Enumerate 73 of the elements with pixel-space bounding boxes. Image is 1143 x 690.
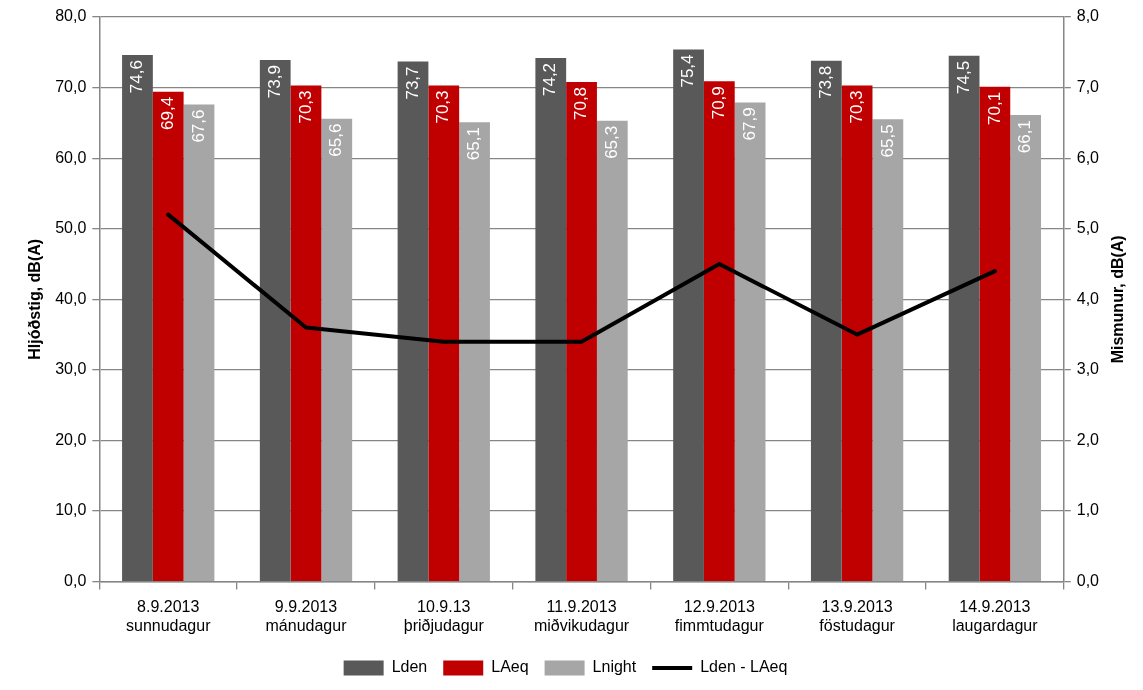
- y2-tick-label: 2,0: [1076, 430, 1100, 448]
- legend-label: Lden - LAeq: [700, 658, 788, 676]
- y-tick-label: 80,0: [55, 7, 87, 25]
- data-label: 67,9: [739, 107, 759, 141]
- y-tick-label: 20,0: [55, 430, 87, 448]
- x-tick-label: 10.9.13 þriðjudagur: [403, 597, 485, 634]
- bar: [397, 61, 429, 581]
- data-label: 66,1: [1015, 120, 1035, 154]
- data-label: 74,2: [540, 62, 560, 97]
- x-tick-label: 14.9.2013 laugardagur: [952, 597, 1039, 634]
- y-tick-label: 50,0: [55, 219, 87, 237]
- bar: [673, 49, 704, 581]
- bar: [734, 102, 766, 581]
- bar: [259, 60, 291, 581]
- y2-tick-label: 3,0: [1076, 360, 1100, 378]
- bar: [979, 86, 1011, 581]
- y2-tick-label: 0,0: [1076, 572, 1100, 590]
- bar: [290, 85, 322, 581]
- data-label: 70,8: [571, 86, 591, 121]
- data-label: 65,3: [602, 125, 622, 159]
- y-tick-label: 40,0: [55, 289, 87, 307]
- data-label: 69,4: [157, 96, 177, 130]
- bar: [459, 122, 490, 581]
- y2-tick-label: 7,0: [1076, 77, 1100, 95]
- legend-label: LAeq: [491, 658, 529, 676]
- bar: [183, 104, 215, 581]
- x-tick-label: 13.9.2013 föstudagur: [819, 597, 896, 634]
- y-tick-label: 0,0: [64, 572, 87, 590]
- data-label: 73,9: [264, 65, 284, 99]
- y2-tick-label: 1,0: [1076, 501, 1100, 519]
- bar: [566, 81, 597, 581]
- data-label: 73,7: [402, 66, 422, 100]
- y-tick-label: 30,0: [55, 360, 87, 378]
- bar: [122, 55, 153, 581]
- legend-label: Lnight: [592, 658, 637, 676]
- bar: [152, 91, 184, 581]
- bar: [872, 119, 904, 581]
- bar: [596, 120, 628, 581]
- x-tick-label: 9.9.2013 mánudagur: [265, 597, 348, 634]
- bar: [948, 55, 980, 581]
- bar: [321, 118, 353, 581]
- data-label: 70,3: [295, 90, 315, 124]
- y2-tick-label: 8,0: [1076, 7, 1100, 25]
- bar: [841, 85, 873, 581]
- y-tick-label: 70,0: [55, 77, 87, 95]
- data-label: 70,1: [984, 91, 1004, 125]
- y-axis-title: Hljóðstig, dB(A): [26, 238, 44, 360]
- bar: [1010, 115, 1042, 581]
- data-label: 65,1: [464, 127, 484, 161]
- legend-label: Lden: [391, 658, 428, 676]
- x-tick-label: 8.9.2013 sunnudagur: [125, 597, 212, 634]
- bar: [703, 81, 735, 581]
- data-label: 74,6: [127, 60, 147, 94]
- data-label: 75,4: [678, 54, 698, 88]
- data-label: 74,5: [953, 60, 973, 94]
- data-label: 70,3: [846, 90, 866, 124]
- data-label: 73,8: [816, 65, 836, 99]
- y2-tick-label: 6,0: [1076, 148, 1100, 166]
- bar: [535, 57, 567, 581]
- data-label: 65,5: [877, 124, 897, 158]
- data-label: 70,3: [433, 90, 453, 124]
- y2-axis-title: Mismunur, dB(A): [1109, 235, 1127, 364]
- data-label: 67,6: [188, 109, 208, 143]
- x-tick-label: 12.9.2013 fimmtudagur: [674, 597, 765, 634]
- y2-tick-label: 4,0: [1076, 289, 1100, 307]
- bar: [428, 85, 460, 581]
- y-tick-label: 10,0: [55, 501, 87, 519]
- data-label: 65,6: [326, 123, 346, 157]
- y-tick-label: 60,0: [55, 148, 87, 166]
- y2-tick-label: 5,0: [1076, 219, 1100, 237]
- x-tick-label: 11.9.2013 miðvikudagur: [533, 597, 630, 634]
- bar: [810, 60, 842, 581]
- data-label: 70,9: [709, 86, 729, 120]
